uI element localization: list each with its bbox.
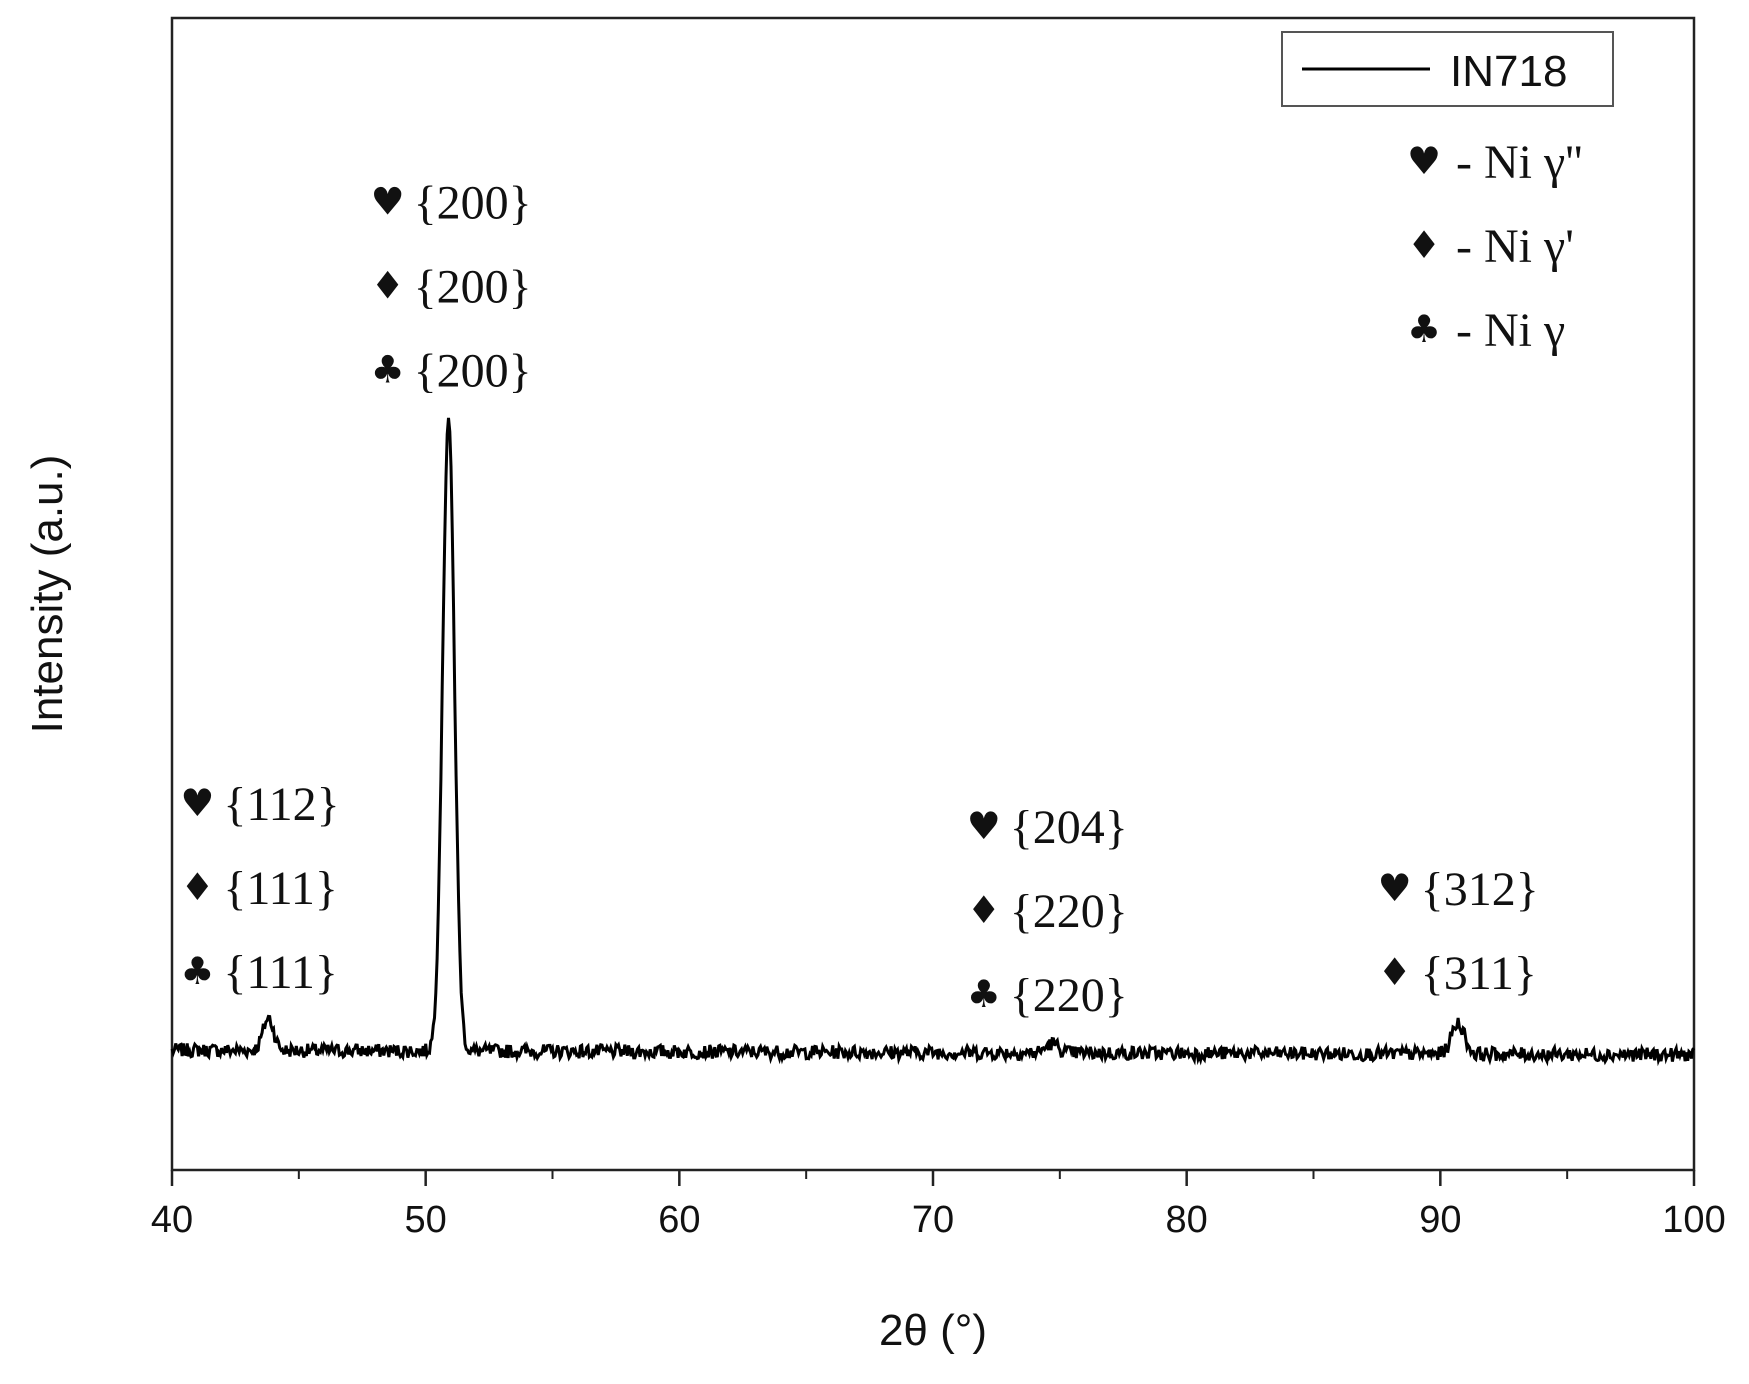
x-tick-label: 100 <box>1662 1199 1725 1241</box>
x-axis-tick-labels: 40 50 60 70 80 90 100 <box>151 1199 1726 1241</box>
x-tick-label: 50 <box>405 1199 447 1241</box>
miller-index-label: {111} <box>223 862 338 915</box>
x-tick-label: 40 <box>151 1199 193 1241</box>
phase-key-symbol-icon: ♣ <box>1407 307 1441 351</box>
x-tick-label: 80 <box>1166 1199 1208 1241</box>
legend: IN718 <box>1281 31 1614 107</box>
phase-symbol-icon: ♥ <box>180 781 214 825</box>
miller-index-label: {220} <box>1010 969 1128 1022</box>
miller-index-label: {204} <box>1010 801 1128 854</box>
x-axis-ticks <box>170 1170 1696 1186</box>
x-tick-label: 60 <box>658 1199 700 1241</box>
miller-index-label: {200} <box>414 177 532 230</box>
x-tick-label: 70 <box>912 1199 954 1241</box>
miller-index-label: {200} <box>414 345 532 398</box>
y-axis-title: Intensity (a.u.) <box>23 455 72 734</box>
miller-index-label: {200} <box>414 261 532 314</box>
phase-key-label: - Ni γ'' <box>1456 136 1583 189</box>
phase-symbol-icon: ♣ <box>967 972 1001 1016</box>
miller-index-label: {311} <box>1421 947 1537 1000</box>
miller-index-label: {111} <box>223 946 338 999</box>
peak-annotations: ♥ {112}♦ {111}♣ {111}♥ {200}♦ {200}♣ {200}♥ {20… <box>180 177 1538 1022</box>
peak-annotation: ♥ {200}♦ {200}♣ {200} <box>371 177 532 398</box>
peak-annotation: ♥ {204}♦ {220}♣ {220} <box>967 801 1128 1022</box>
phase-symbol-icon: ♦ <box>371 264 405 308</box>
phase-symbol-icon: ♦ <box>967 888 1001 932</box>
phase-symbol-icon: ♣ <box>180 949 214 993</box>
phase-key-symbol-icon: ♥ <box>1407 139 1441 183</box>
phase-key-label: - Ni γ <box>1456 304 1565 357</box>
phase-symbol-icon: ♦ <box>180 865 214 909</box>
x-tick-label: 90 <box>1419 1199 1461 1241</box>
series-line-in718 <box>170 417 1696 1067</box>
phase-key-label: - Ni γ' <box>1456 220 1574 273</box>
peak-annotation: ♥ {312}♦ {311} <box>1378 863 1539 1000</box>
phase-symbol-icon: ♦ <box>1378 950 1412 994</box>
phase-key: ♥ - Ni γ'' ♦ - Ni γ' ♣ - Ni γ <box>1407 136 1583 357</box>
x-axis-title: 2θ (°) <box>879 1306 987 1355</box>
phase-symbol-icon: ♥ <box>1378 866 1412 910</box>
peak-annotation: ♥ {112}♦ {111}♣ {111} <box>180 778 339 999</box>
phase-key-symbol-icon: ♦ <box>1407 223 1441 267</box>
phase-symbol-icon: ♣ <box>371 348 405 392</box>
legend-label-in718: IN718 <box>1450 47 1567 96</box>
phase-symbol-icon: ♥ <box>371 180 405 224</box>
miller-index-label: {112} <box>223 778 339 831</box>
phase-symbol-icon: ♥ <box>967 804 1001 848</box>
miller-index-label: {312} <box>1421 863 1539 916</box>
miller-index-label: {220} <box>1010 885 1128 938</box>
